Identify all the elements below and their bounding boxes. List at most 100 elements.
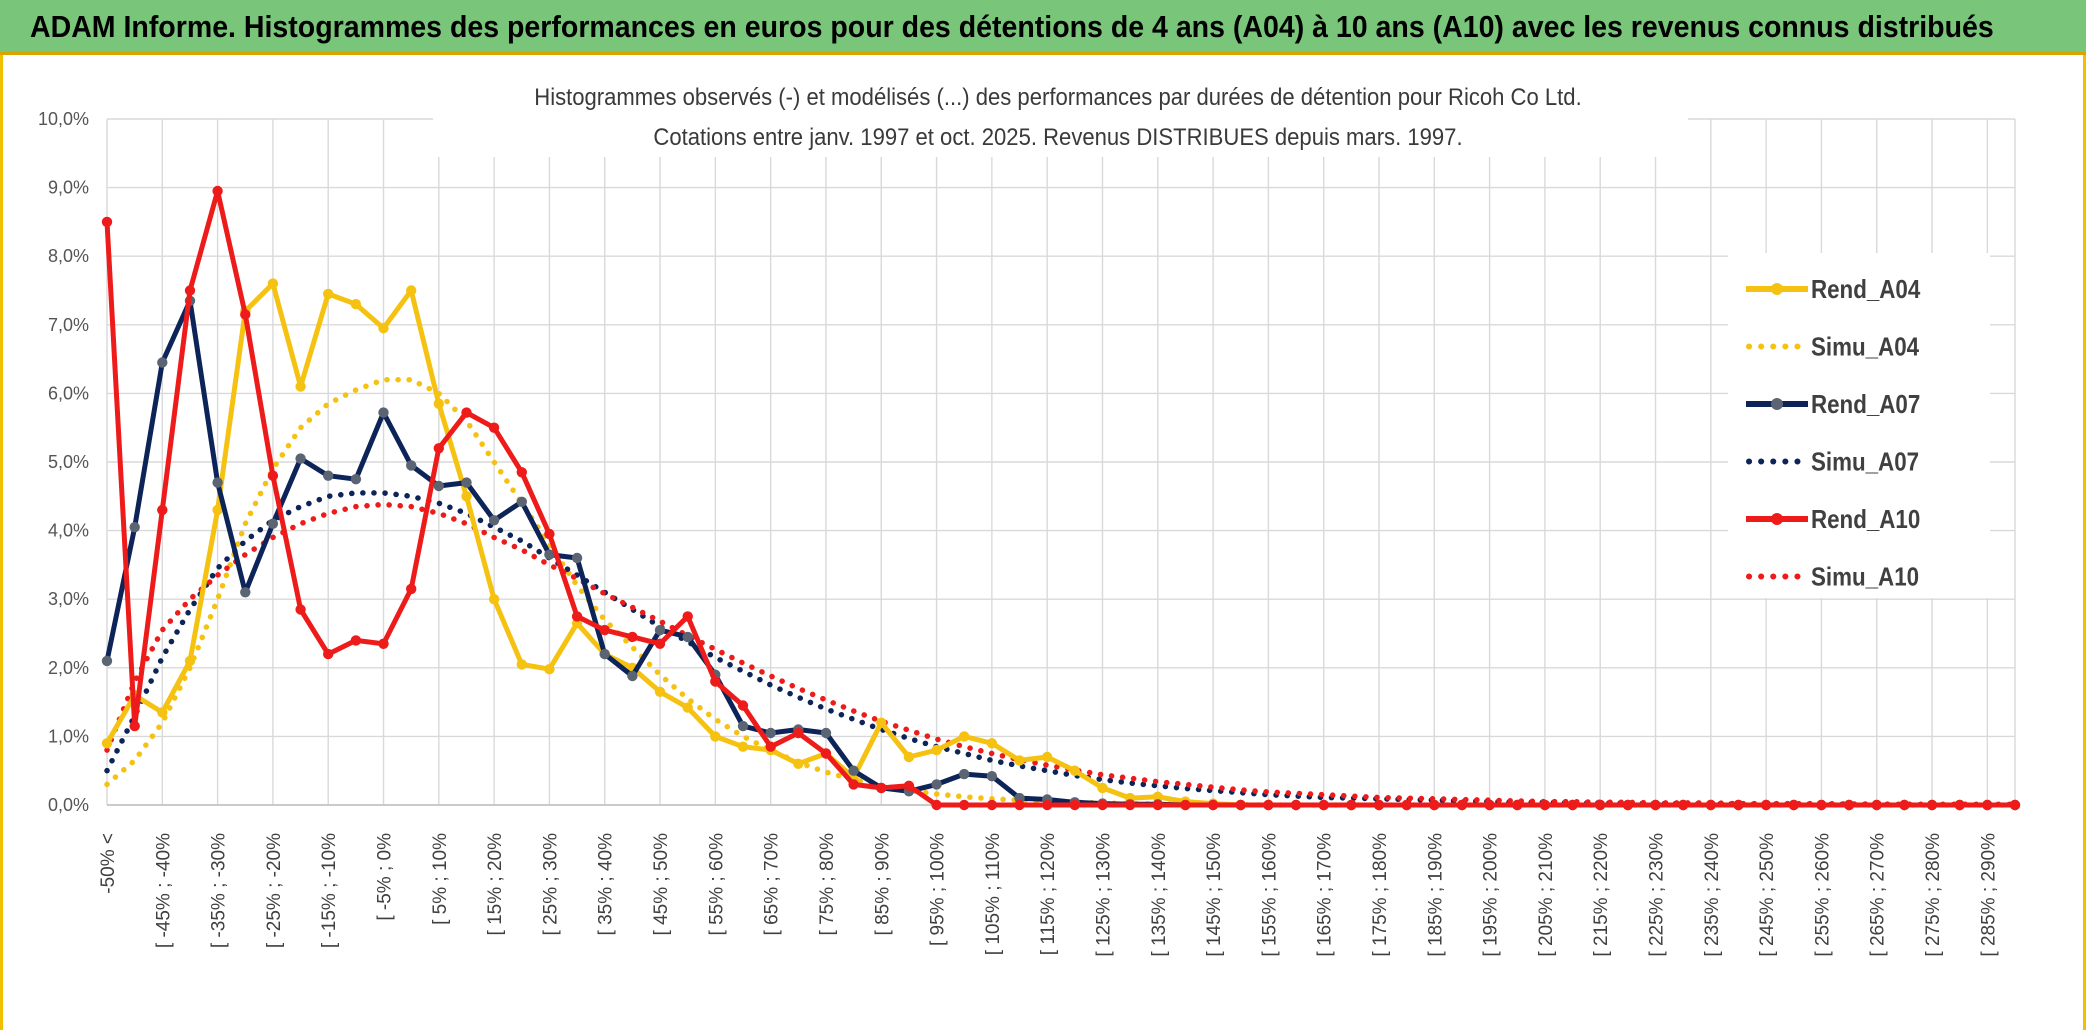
x-tick-label: -50% < <box>98 833 119 894</box>
data-point-Rend_A04 <box>378 323 389 334</box>
data-point-Rend_A10 <box>848 779 859 790</box>
x-tick-label: [ -5% ; 0% <box>375 833 396 921</box>
data-point-Rend_A07 <box>571 552 583 564</box>
data-point-Rend_A07 <box>240 587 251 598</box>
x-tick-label: [ 205% ; 210% <box>1536 833 1557 957</box>
banner-title: ADAM Informe. Histogrammes des performan… <box>30 9 1994 44</box>
y-tick-label: 4,0% <box>48 521 89 541</box>
x-tick-label: [ 55% ; 60% <box>706 833 727 936</box>
data-point-Rend_A04 <box>212 504 223 516</box>
data-point-Rend_A10 <box>267 470 279 481</box>
data-point-Rend_A10 <box>986 799 998 811</box>
data-point-Rend_A04 <box>350 299 362 310</box>
legend-label-Rend_A04: Rend_A04 <box>1811 275 1921 304</box>
y-tick-label: 9,0% <box>48 178 89 198</box>
data-point-Rend_A10 <box>544 528 555 540</box>
data-point-Rend_A10 <box>682 611 693 622</box>
x-tick-label: [ -15% ; -10% <box>319 833 340 948</box>
chart-area: 0,0% 1,0% 2,0% 3,0% 4,0% 5,0% 6,0% 7,0% 8,0% 9,0%… <box>0 55 2086 1030</box>
data-point-Rend_A10 <box>1097 799 1108 811</box>
data-point-Rend_A10 <box>129 720 140 732</box>
data-point-Rend_A10 <box>240 309 251 320</box>
data-point-Rend_A07 <box>101 655 113 667</box>
data-point-Rend_A10 <box>157 504 168 516</box>
x-tick-label: [ 155% ; 160% <box>1259 833 1280 957</box>
data-point-Rend_A04 <box>488 594 500 605</box>
data-point-Rend_A10 <box>876 782 887 794</box>
data-point-Rend_A04 <box>267 278 279 289</box>
x-tick-label: [ 75% ; 80% <box>817 833 838 936</box>
data-point-Rend_A04 <box>184 655 196 667</box>
data-point-Rend_A07 <box>488 515 500 526</box>
data-point-Rend_A10 <box>1346 799 1357 811</box>
x-tick-label: [ 105% ; 110% <box>983 833 1004 955</box>
data-point-Rend_A10 <box>406 583 417 595</box>
data-point-Rend_A10 <box>101 216 113 228</box>
y-tick-label: 8,0% <box>48 246 89 266</box>
data-point-Rend_A10 <box>1042 799 1053 811</box>
y-tick-label: 7,0% <box>48 315 89 335</box>
data-point-Rend_A04 <box>654 686 666 697</box>
data-point-Rend_A04 <box>710 731 721 742</box>
data-point-Rend_A10 <box>1014 799 1025 811</box>
data-point-Rend_A04 <box>931 744 942 756</box>
x-tick-label: [ 125% ; 130% <box>1093 833 1114 957</box>
data-point-Rend_A10 <box>1622 799 1634 811</box>
data-point-Rend_A10 <box>1678 799 1689 811</box>
x-tick-label: [ 85% ; 90% <box>872 833 893 936</box>
data-point-Rend_A07 <box>931 779 942 790</box>
data-point-Rend_A10 <box>461 407 472 418</box>
x-tick-label: [ 175% ; 180% <box>1370 833 1391 957</box>
x-axis-ticks: -50% < [ -45% ; -40% [ -35% ; -30% [ -25% ;… <box>98 833 1999 957</box>
x-tick-label: [ -45% ; -40% <box>153 833 174 948</box>
x-tick-label: [ 165% ; 170% <box>1315 833 1336 957</box>
x-tick-label: [ 215% ; 220% <box>1591 833 1612 957</box>
data-point-Rend_A04 <box>157 707 168 718</box>
data-point-Rend_A10 <box>1069 799 1081 811</box>
x-tick-label: [ 35% ; 40% <box>596 833 617 936</box>
data-point-Rend_A04 <box>544 664 555 675</box>
data-point-Rend_A10 <box>571 611 583 622</box>
data-point-Rend_A07 <box>986 771 998 782</box>
x-tick-label: [ 115% ; 120% <box>1038 833 1059 955</box>
x-tick-label: [ 275% ; 280% <box>1923 833 1944 957</box>
x-tick-label: [ 255% ; 260% <box>1812 833 1833 957</box>
x-tick-label: [ 185% ; 190% <box>1425 833 1446 957</box>
data-point-Rend_A10 <box>1539 799 1551 811</box>
data-point-Rend_A07 <box>516 496 527 507</box>
data-point-Rend_A07 <box>129 522 140 533</box>
data-point-Rend_A07 <box>682 631 693 643</box>
data-point-Rend_A10 <box>1705 799 1717 811</box>
x-tick-label: [ 65% ; 70% <box>762 833 783 936</box>
data-point-Rend_A07 <box>959 768 970 780</box>
legend-marker-Rend_A10 <box>1771 513 1783 525</box>
data-point-Rend_A10 <box>1816 799 1827 811</box>
data-point-Rend_A10 <box>350 635 362 646</box>
legend-label-Simu_A10: Simu_A10 <box>1811 563 1919 592</box>
x-tick-label: [ 245% ; 250% <box>1757 833 1778 957</box>
y-axis-ticks: 0,0% 1,0% 2,0% 3,0% 4,0% 5,0% 6,0% 7,0% 8,0% 9,0%… <box>38 109 89 815</box>
data-point-Rend_A04 <box>1152 791 1164 802</box>
data-point-Rend_A10 <box>1373 799 1385 811</box>
data-point-Rend_A10 <box>1456 799 1468 811</box>
report-banner: ADAM Informe. Histogrammes des performan… <box>0 0 2086 55</box>
data-point-Rend_A10 <box>765 741 776 752</box>
data-point-Rend_A04 <box>1014 755 1025 766</box>
data-point-Rend_A04 <box>406 285 417 296</box>
data-point-Rend_A10 <box>295 604 306 615</box>
data-point-Rend_A10 <box>1954 799 1965 811</box>
data-point-Rend_A10 <box>710 676 721 687</box>
data-point-Rend_A10 <box>903 780 915 791</box>
data-point-Rend_A10 <box>488 422 500 433</box>
legend-marker-Rend_A07 <box>1771 398 1783 410</box>
data-point-Rend_A10 <box>212 185 223 197</box>
legend-label-Rend_A07: Rend_A07 <box>1811 390 1920 419</box>
y-tick-label: 0,0% <box>48 795 89 815</box>
data-point-Rend_A10 <box>1484 799 1495 811</box>
data-point-Rend_A10 <box>1401 799 1412 811</box>
data-point-Rend_A07 <box>737 720 749 732</box>
x-tick-label: [ 135% ; 140% <box>1149 833 1170 957</box>
data-point-Rend_A10 <box>1926 799 1938 811</box>
data-point-Rend_A07 <box>461 477 472 488</box>
